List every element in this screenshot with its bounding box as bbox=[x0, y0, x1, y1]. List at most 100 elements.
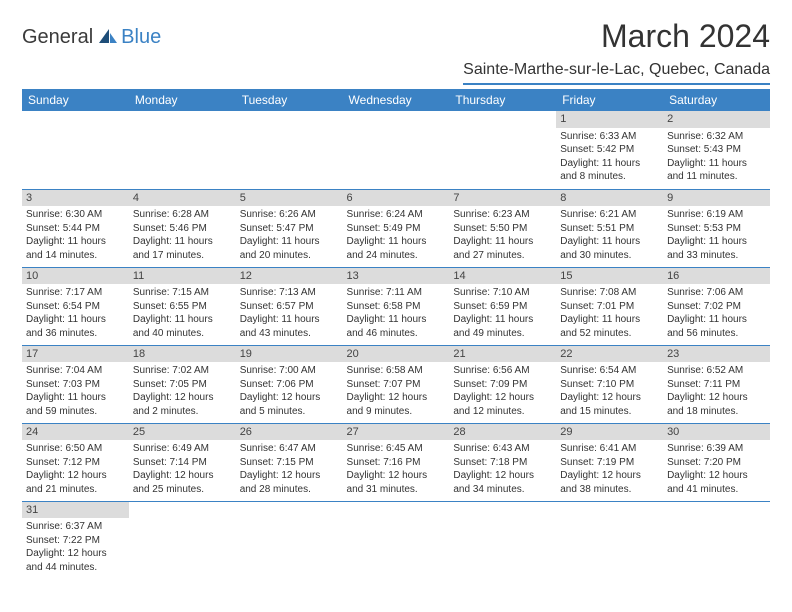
day-body: Sunrise: 7:00 AMSunset: 7:06 PMDaylight:… bbox=[236, 362, 343, 422]
day-line: Daylight: 12 hours bbox=[240, 391, 339, 405]
day-line: Daylight: 12 hours bbox=[133, 469, 232, 483]
day-line: and 36 minutes. bbox=[26, 327, 125, 341]
day-line: and 34 minutes. bbox=[453, 483, 552, 497]
day-line: Sunset: 6:59 PM bbox=[453, 300, 552, 314]
day-line: Daylight: 11 hours bbox=[26, 235, 125, 249]
calendar-cell bbox=[449, 501, 556, 579]
calendar-cell bbox=[343, 111, 450, 189]
day-line: Daylight: 11 hours bbox=[667, 313, 766, 327]
calendar-cell: 2Sunrise: 6:32 AMSunset: 5:43 PMDaylight… bbox=[663, 111, 770, 189]
day-line: and 41 minutes. bbox=[667, 483, 766, 497]
calendar-week: 17Sunrise: 7:04 AMSunset: 7:03 PMDayligh… bbox=[22, 345, 770, 423]
day-line: Sunset: 5:43 PM bbox=[667, 143, 766, 157]
day-body: Sunrise: 6:49 AMSunset: 7:14 PMDaylight:… bbox=[129, 440, 236, 500]
day-line: Sunset: 6:58 PM bbox=[347, 300, 446, 314]
day-number: 10 bbox=[22, 268, 129, 285]
calendar-week: 31Sunrise: 6:37 AMSunset: 7:22 PMDayligh… bbox=[22, 501, 770, 579]
calendar-cell: 24Sunrise: 6:50 AMSunset: 7:12 PMDayligh… bbox=[22, 423, 129, 501]
day-line: Sunset: 5:50 PM bbox=[453, 222, 552, 236]
day-line: Sunset: 7:11 PM bbox=[667, 378, 766, 392]
calendar-cell bbox=[343, 501, 450, 579]
calendar-cell bbox=[449, 111, 556, 189]
day-line: and 9 minutes. bbox=[347, 405, 446, 419]
day-line: Sunset: 6:57 PM bbox=[240, 300, 339, 314]
day-body: Sunrise: 6:45 AMSunset: 7:16 PMDaylight:… bbox=[343, 440, 450, 500]
day-line: Sunrise: 6:19 AM bbox=[667, 208, 766, 222]
day-line: Sunrise: 6:47 AM bbox=[240, 442, 339, 456]
day-line: Sunset: 7:18 PM bbox=[453, 456, 552, 470]
day-number: 6 bbox=[343, 190, 450, 207]
day-line: Sunrise: 6:43 AM bbox=[453, 442, 552, 456]
calendar-cell: 12Sunrise: 7:13 AMSunset: 6:57 PMDayligh… bbox=[236, 267, 343, 345]
calendar-cell: 17Sunrise: 7:04 AMSunset: 7:03 PMDayligh… bbox=[22, 345, 129, 423]
day-line: Sunrise: 6:49 AM bbox=[133, 442, 232, 456]
day-line: Sunset: 7:10 PM bbox=[560, 378, 659, 392]
title-block: March 2024 Sainte-Marthe-sur-le-Lac, Que… bbox=[463, 18, 770, 85]
calendar-cell bbox=[236, 111, 343, 189]
day-line: Daylight: 12 hours bbox=[26, 547, 125, 561]
calendar-cell: 11Sunrise: 7:15 AMSunset: 6:55 PMDayligh… bbox=[129, 267, 236, 345]
day-line: Daylight: 11 hours bbox=[453, 313, 552, 327]
calendar-cell: 27Sunrise: 6:45 AMSunset: 7:16 PMDayligh… bbox=[343, 423, 450, 501]
day-number: 24 bbox=[22, 424, 129, 441]
month-title: March 2024 bbox=[463, 18, 770, 55]
calendar-cell: 8Sunrise: 6:21 AMSunset: 5:51 PMDaylight… bbox=[556, 189, 663, 267]
day-line: Sunset: 6:54 PM bbox=[26, 300, 125, 314]
day-line: Sunrise: 7:02 AM bbox=[133, 364, 232, 378]
day-number: 12 bbox=[236, 268, 343, 285]
day-line: Daylight: 11 hours bbox=[240, 313, 339, 327]
location-text: Sainte-Marthe-sur-le-Lac, Quebec, Canada bbox=[463, 61, 770, 85]
calendar-cell: 10Sunrise: 7:17 AMSunset: 6:54 PMDayligh… bbox=[22, 267, 129, 345]
day-header: Friday bbox=[556, 89, 663, 111]
day-number: 28 bbox=[449, 424, 556, 441]
day-body: Sunrise: 7:13 AMSunset: 6:57 PMDaylight:… bbox=[236, 284, 343, 344]
calendar-cell bbox=[556, 501, 663, 579]
calendar-cell: 20Sunrise: 6:58 AMSunset: 7:07 PMDayligh… bbox=[343, 345, 450, 423]
day-body: Sunrise: 6:43 AMSunset: 7:18 PMDaylight:… bbox=[449, 440, 556, 500]
day-number: 25 bbox=[129, 424, 236, 441]
day-line: Daylight: 12 hours bbox=[560, 391, 659, 405]
day-number: 4 bbox=[129, 190, 236, 207]
day-line: and 28 minutes. bbox=[240, 483, 339, 497]
day-line: Daylight: 12 hours bbox=[26, 469, 125, 483]
day-line: Daylight: 12 hours bbox=[240, 469, 339, 483]
day-number: 17 bbox=[22, 346, 129, 363]
day-line: Sunrise: 7:00 AM bbox=[240, 364, 339, 378]
day-line: Daylight: 12 hours bbox=[667, 469, 766, 483]
day-line: and 15 minutes. bbox=[560, 405, 659, 419]
day-number: 7 bbox=[449, 190, 556, 207]
day-line: Daylight: 12 hours bbox=[560, 469, 659, 483]
day-number: 14 bbox=[449, 268, 556, 285]
day-line: Sunset: 5:42 PM bbox=[560, 143, 659, 157]
day-line: Sunrise: 6:21 AM bbox=[560, 208, 659, 222]
day-body: Sunrise: 6:19 AMSunset: 5:53 PMDaylight:… bbox=[663, 206, 770, 266]
day-line: Sunrise: 6:56 AM bbox=[453, 364, 552, 378]
calendar-cell bbox=[129, 501, 236, 579]
calendar-cell: 7Sunrise: 6:23 AMSunset: 5:50 PMDaylight… bbox=[449, 189, 556, 267]
day-number: 18 bbox=[129, 346, 236, 363]
day-line: and 33 minutes. bbox=[667, 249, 766, 263]
day-line: Sunrise: 6:50 AM bbox=[26, 442, 125, 456]
day-number: 9 bbox=[663, 190, 770, 207]
calendar-cell bbox=[236, 501, 343, 579]
day-body: Sunrise: 6:23 AMSunset: 5:50 PMDaylight:… bbox=[449, 206, 556, 266]
calendar-cell: 26Sunrise: 6:47 AMSunset: 7:15 PMDayligh… bbox=[236, 423, 343, 501]
day-body: Sunrise: 6:54 AMSunset: 7:10 PMDaylight:… bbox=[556, 362, 663, 422]
day-line: Sunrise: 6:30 AM bbox=[26, 208, 125, 222]
day-body: Sunrise: 7:06 AMSunset: 7:02 PMDaylight:… bbox=[663, 284, 770, 344]
day-body: Sunrise: 7:02 AMSunset: 7:05 PMDaylight:… bbox=[129, 362, 236, 422]
day-body: Sunrise: 6:47 AMSunset: 7:15 PMDaylight:… bbox=[236, 440, 343, 500]
logo: General Blue bbox=[22, 26, 161, 49]
day-header-row: SundayMondayTuesdayWednesdayThursdayFrid… bbox=[22, 89, 770, 111]
day-header: Tuesday bbox=[236, 89, 343, 111]
sail-icon bbox=[97, 27, 119, 50]
day-line: Sunrise: 6:26 AM bbox=[240, 208, 339, 222]
day-line: Daylight: 11 hours bbox=[347, 313, 446, 327]
day-number: 5 bbox=[236, 190, 343, 207]
day-line: Sunrise: 6:28 AM bbox=[133, 208, 232, 222]
day-body: Sunrise: 6:37 AMSunset: 7:22 PMDaylight:… bbox=[22, 518, 129, 578]
header: General Blue March 2024 Sainte-Marthe-su… bbox=[22, 18, 770, 85]
day-line: Sunset: 7:20 PM bbox=[667, 456, 766, 470]
calendar-table: SundayMondayTuesdayWednesdayThursdayFrid… bbox=[22, 89, 770, 579]
day-line: Daylight: 12 hours bbox=[347, 469, 446, 483]
